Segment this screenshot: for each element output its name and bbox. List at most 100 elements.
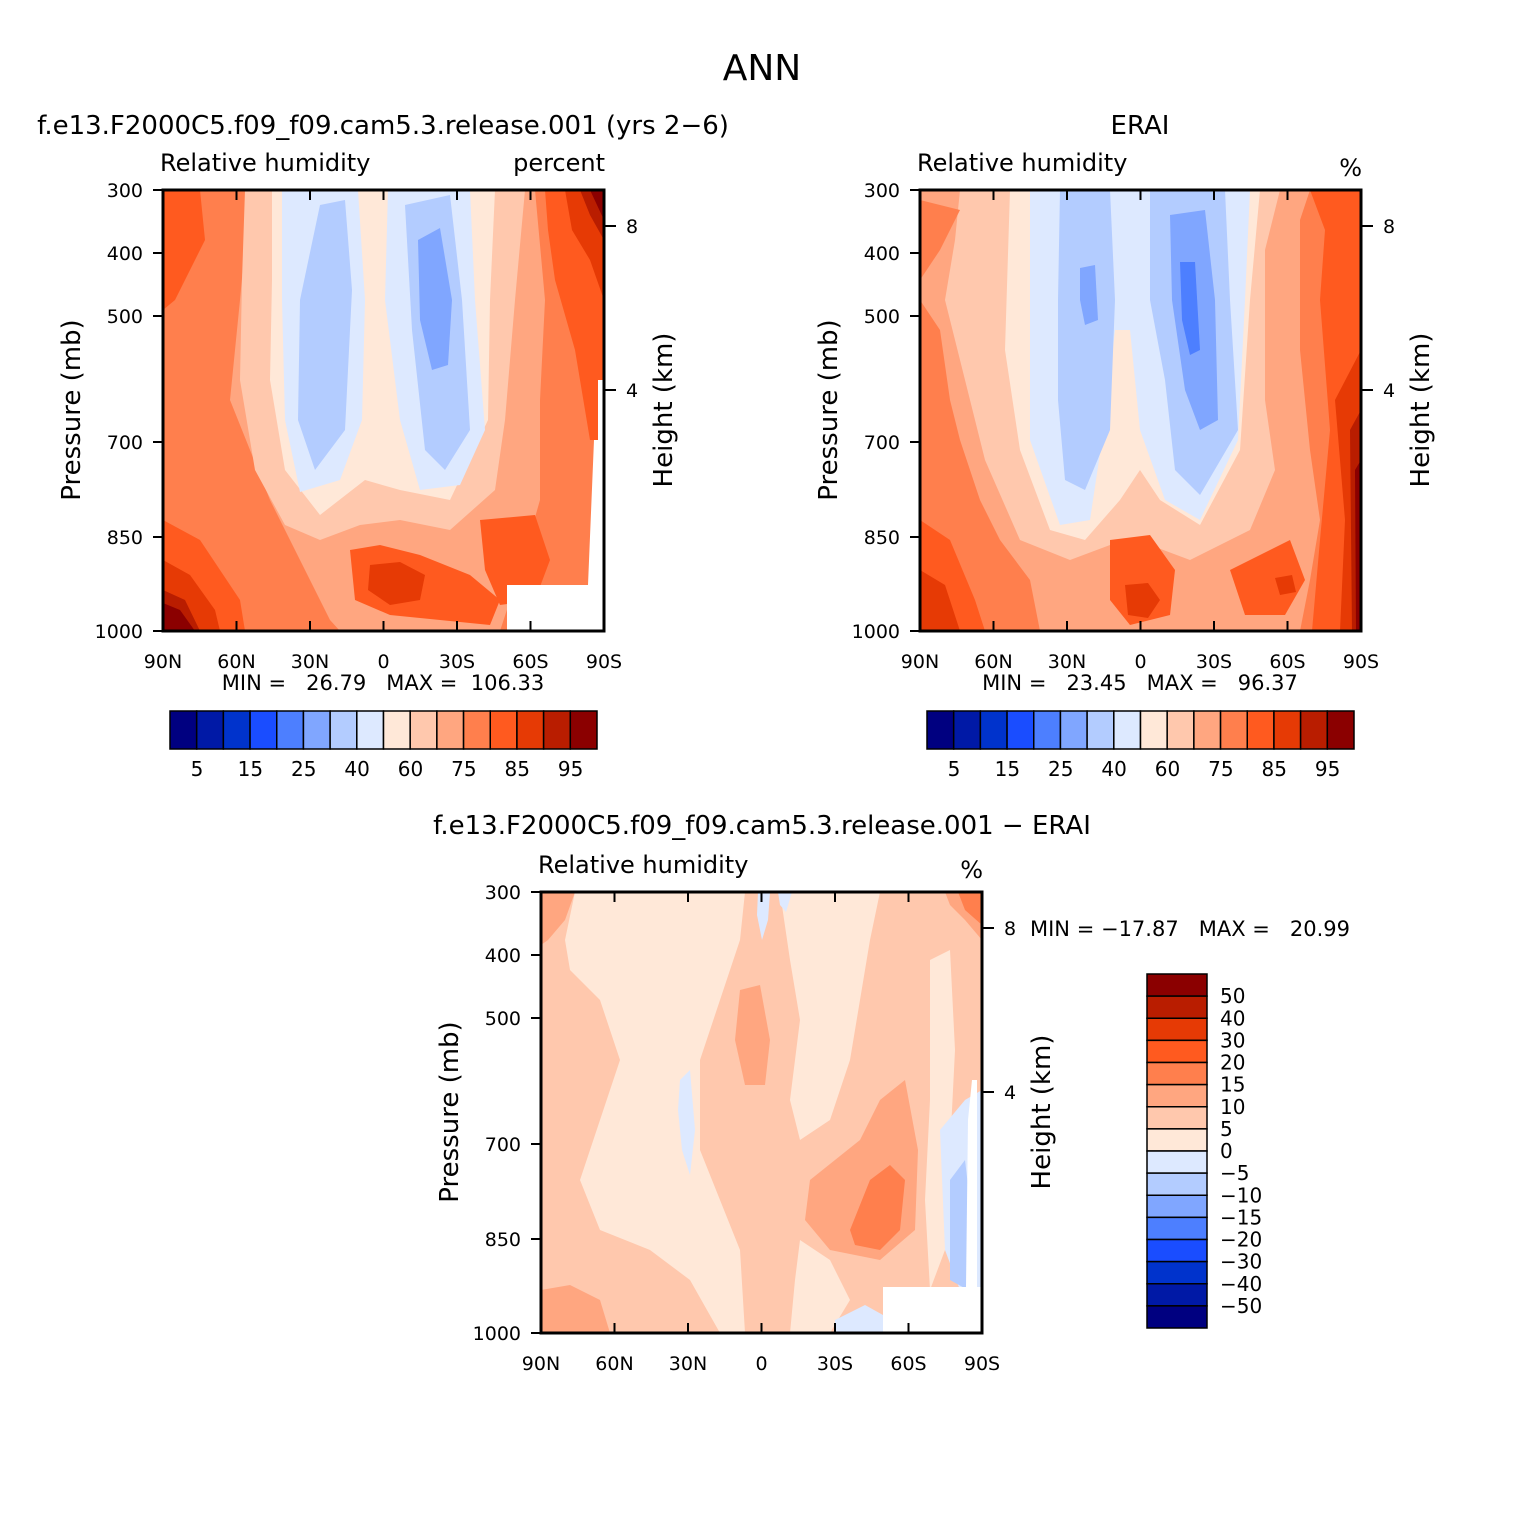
colorbar-label: 75	[451, 757, 476, 781]
colorbar-box	[195, 710, 225, 750]
panel-diff-x-ticklabels: 90N 60N 30N 0 30S 60S 90S	[522, 1353, 1000, 1375]
colorbar-label: 5	[1220, 1117, 1233, 1141]
contour-fill	[1180, 262, 1200, 355]
x-tick-label: 90S	[586, 651, 622, 673]
colorbar-box	[1193, 710, 1222, 750]
colorbar-label: 85	[505, 757, 530, 781]
y-tick-label: 1000	[473, 1323, 521, 1345]
x-tick-label: 90S	[964, 1353, 1000, 1375]
colorbar-box	[276, 710, 305, 750]
contour-fill	[1080, 265, 1098, 325]
panel-diff: f.e13.F2000C5.f09_f09.cam5.3.release.001…	[433, 811, 1350, 1375]
colorbar-label: 25	[1048, 757, 1073, 781]
panel-diff-units-label: %	[960, 856, 983, 884]
panel-model-ticks	[153, 189, 616, 632]
contour-fill	[835, 1305, 883, 1333]
colorbar-box	[1146, 1039, 1208, 1064]
colorbar-box	[1146, 1283, 1208, 1307]
colorbar-label: −5	[1220, 1161, 1249, 1185]
colorbar-box	[1246, 710, 1275, 750]
x-tick-label: 30S	[817, 1353, 853, 1375]
colorbar-label: −15	[1220, 1205, 1262, 1229]
panel-model-y-ticklabels: 300 400 500 700 850 1000	[95, 180, 143, 643]
y2-tick-label: 8	[1004, 918, 1016, 940]
x-tick-label: 30N	[1048, 651, 1086, 673]
contour-fill	[298, 200, 352, 470]
panel-model-units-label: percent	[513, 149, 605, 177]
colorbar-box	[1146, 1106, 1208, 1130]
y-tick-label: 850	[107, 527, 143, 549]
contour-fill	[1110, 535, 1175, 625]
panel-model-y-axis-label: Pressure (mb)	[57, 319, 87, 500]
colorbar-box	[302, 710, 331, 750]
colorbar-label: 40	[1220, 1006, 1245, 1030]
colorbar-box	[329, 710, 358, 750]
colorbar-box	[1006, 710, 1035, 750]
colorbar-box	[952, 710, 982, 750]
colorbar-box	[516, 710, 545, 750]
colorbar-box	[1146, 1172, 1208, 1196]
panel-diff-contours	[541, 892, 982, 1333]
colorbar-box	[1086, 710, 1115, 750]
panel-diff-title: f.e13.F2000C5.f09_f09.cam5.3.release.001…	[433, 811, 1091, 841]
contour-fill	[480, 515, 550, 605]
contour-fill	[778, 892, 792, 912]
colorbar-abs-model: 5 15 25 40 60 75 85 95	[169, 710, 598, 781]
colorbar-box	[1146, 1260, 1208, 1285]
colorbar-label: 10	[1220, 1095, 1245, 1119]
colorbar-box	[979, 710, 1008, 750]
contour-fill	[958, 892, 982, 925]
colorbar-label: −30	[1220, 1250, 1262, 1274]
colorbar-label: −40	[1220, 1272, 1262, 1296]
y-tick-label: 850	[864, 527, 900, 549]
panel-model-variable-label: Relative humidity	[160, 149, 370, 177]
panel-model: f.e13.F2000C5.f09_f09.cam5.3.release.001…	[37, 111, 729, 781]
y-tick-label: 300	[107, 180, 143, 202]
y-tick-label: 850	[485, 1229, 521, 1251]
panel-obs-title: ERAI	[1111, 111, 1170, 141]
panel-model-min-max: MIN = 26.79 MAX = 106.33	[222, 671, 544, 695]
colorbar-box	[1113, 710, 1142, 750]
colorbar-box	[436, 710, 465, 750]
contour-fill	[678, 1070, 695, 1175]
missing-data-mask	[588, 380, 604, 631]
colorbar-box	[1146, 1194, 1208, 1219]
contour-fill	[780, 892, 880, 1140]
colorbar-box	[222, 710, 251, 750]
colorbar-label: 0	[1220, 1139, 1233, 1163]
x-tick-label: 60S	[890, 1353, 926, 1375]
y-tick-label: 700	[864, 432, 900, 454]
colorbar-box	[1146, 1128, 1208, 1152]
y-tick-label: 400	[864, 243, 900, 265]
contour-fill	[541, 1285, 610, 1333]
colorbar-label: 20	[1220, 1051, 1245, 1075]
colorbar-box	[356, 710, 385, 750]
colorbar-box	[1146, 1150, 1208, 1174]
colorbar-box	[1219, 710, 1248, 750]
y-tick-label: 500	[864, 306, 900, 328]
y-tick-label: 500	[107, 306, 143, 328]
x-tick-label: 60N	[974, 651, 1012, 673]
colorbar-box	[542, 710, 572, 750]
colorbar-label: −10	[1220, 1183, 1262, 1207]
colorbar-label: 40	[1101, 757, 1126, 781]
colorbar-label: 95	[1315, 757, 1340, 781]
contour-fill	[920, 570, 960, 631]
colorbar-box	[1146, 1061, 1208, 1086]
contour-fill	[850, 1165, 905, 1250]
contour-fill	[163, 190, 205, 310]
x-tick-label: 90N	[522, 1353, 560, 1375]
panel-obs-variable-label: Relative humidity	[917, 149, 1127, 177]
colorbar-box	[1273, 710, 1302, 750]
panel-obs: ERAI Relative humidity %	[814, 111, 1436, 781]
contour-fill	[1058, 190, 1115, 490]
colorbar-label: 5	[948, 757, 961, 781]
panel-obs-y2-ticklabels: 8 4	[1383, 216, 1395, 402]
colorbar-box	[1299, 710, 1329, 750]
panel-obs-x-ticklabels: 90N 60N 30N 0 30S 60S 90S	[901, 651, 1379, 673]
y-tick-label: 300	[864, 180, 900, 202]
colorbar-box	[409, 710, 438, 750]
contour-fill	[925, 950, 955, 1290]
